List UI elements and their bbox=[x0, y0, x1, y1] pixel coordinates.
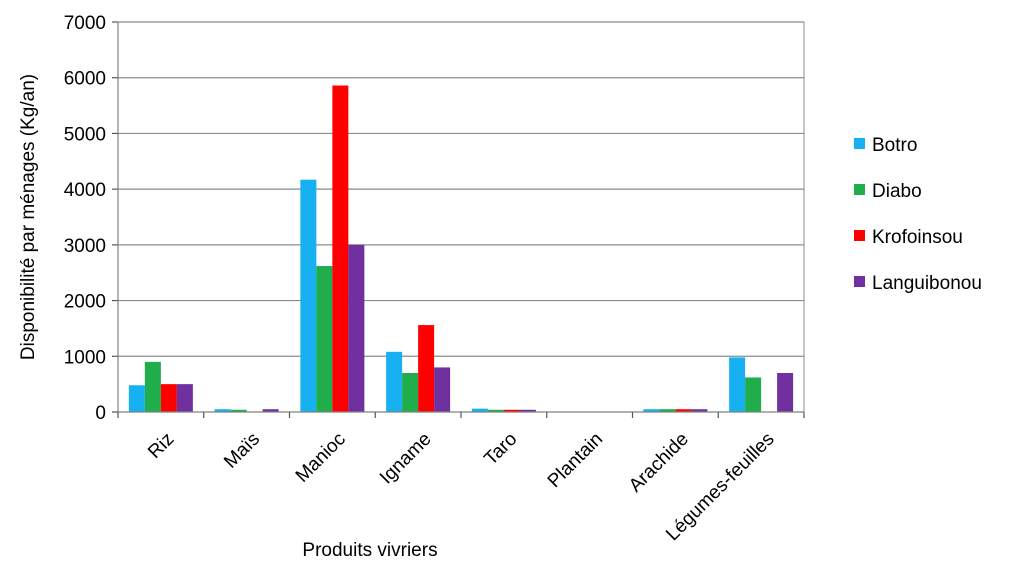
y-tick-label: 1000 bbox=[64, 347, 106, 368]
y-tick-label: 6000 bbox=[64, 69, 106, 90]
y-tick-label: 2000 bbox=[64, 292, 106, 313]
bar-languibonou-6 bbox=[691, 409, 708, 412]
bar-languibonou-1 bbox=[262, 409, 279, 412]
plot-frame bbox=[117, 21, 805, 413]
bar-krofoinsou-0 bbox=[160, 384, 177, 412]
bar-languibonou-3 bbox=[434, 367, 451, 412]
bar-diabo-3 bbox=[402, 373, 419, 412]
y-tick-label: 3000 bbox=[64, 236, 106, 257]
legend-swatch-botro bbox=[854, 138, 865, 149]
gridlines bbox=[112, 21, 804, 413]
legend-label-languibonou: Languibonou bbox=[872, 273, 982, 294]
bar-languibonou-2 bbox=[348, 244, 365, 412]
x-tick-labels: Riz Maïs Manioc Igname Taro Plantain ArachideL… bbox=[144, 429, 779, 545]
x-tick-label: Riz bbox=[144, 429, 178, 463]
bar-diabo-4 bbox=[487, 409, 504, 412]
x-tick-label: Taro bbox=[480, 429, 521, 470]
y-tick-label: 4000 bbox=[64, 180, 106, 201]
x-tick-label: Maïs bbox=[220, 429, 264, 473]
bar-botro-7 bbox=[729, 357, 746, 412]
legend-label-diabo: Diabo bbox=[872, 181, 922, 202]
bar-languibonou-4 bbox=[519, 409, 536, 412]
bar-languibonou-7 bbox=[777, 373, 794, 412]
legend-label-krofoinsou: Krofoinsou bbox=[872, 227, 963, 248]
bar-botro-1 bbox=[214, 409, 231, 412]
y-axis-title: Disponibilité par ménages (Kg/an) bbox=[18, 74, 39, 360]
bar-krofoinsou-4 bbox=[503, 409, 520, 412]
bar-krofoinsou-6 bbox=[675, 409, 692, 412]
y-tick-labels: 0 1000 2000 3000 4000 5000 6000 7000 bbox=[64, 13, 106, 424]
x-tick-label: Manioc bbox=[292, 429, 350, 487]
x-tick-label: Igname bbox=[376, 429, 436, 489]
bar-krofoinsou-2 bbox=[332, 85, 349, 412]
y-tick-label: 5000 bbox=[64, 124, 106, 145]
bar-diabo-2 bbox=[316, 266, 333, 412]
x-tick-label: Arachide bbox=[625, 429, 693, 497]
bar-botro-2 bbox=[300, 179, 317, 412]
axes bbox=[117, 21, 805, 418]
legend-swatch-diabo bbox=[854, 184, 865, 195]
bar-botro-6 bbox=[643, 409, 660, 412]
legend: Botro Diabo Krofoinsou Languibonou bbox=[854, 135, 982, 294]
bars bbox=[128, 85, 794, 412]
legend-swatch-krofoinsou bbox=[854, 230, 865, 241]
bar-botro-3 bbox=[386, 351, 403, 412]
y-tick-label: 0 bbox=[95, 403, 106, 424]
bar-krofoinsou-3 bbox=[418, 325, 435, 412]
bar-diabo-6 bbox=[659, 409, 676, 412]
legend-swatch-languibonou bbox=[854, 276, 865, 287]
x-axis-title: Produits vivriers bbox=[302, 540, 437, 561]
legend-label-botro: Botro bbox=[872, 135, 917, 156]
y-tick-label: 7000 bbox=[64, 13, 106, 34]
bar-botro-4 bbox=[471, 408, 488, 412]
x-tick-label: Plantain bbox=[544, 429, 607, 492]
bar-botro-0 bbox=[128, 385, 145, 412]
bar-languibonou-0 bbox=[176, 384, 193, 412]
bar-diabo-0 bbox=[144, 361, 161, 412]
bar-diabo-1 bbox=[230, 409, 247, 412]
bar-diabo-7 bbox=[745, 377, 762, 412]
